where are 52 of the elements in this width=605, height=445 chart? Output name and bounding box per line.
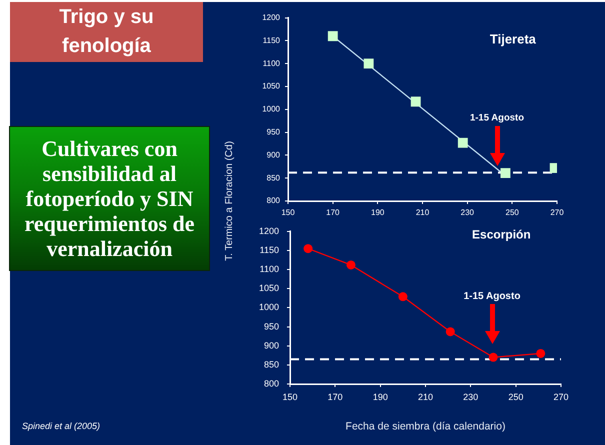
y-tick-label: 1000: [258, 302, 279, 312]
y-tick-label: 800: [266, 196, 281, 206]
y-tick-label: 850: [264, 359, 279, 370]
point: [346, 260, 356, 270]
x-tick-label: 230: [460, 208, 475, 218]
x-tick-label: 170: [326, 208, 340, 218]
point: [410, 96, 421, 107]
x-tick-label: 210: [418, 392, 434, 402]
x-tick-label: 190: [372, 392, 388, 402]
point: [458, 138, 468, 148]
text: Trigo y su fenología: [58, 5, 155, 59]
x-axis-title: Fecha de siembra (día calendario): [346, 420, 506, 433]
point: [398, 292, 408, 302]
y-tick-label: 1000: [262, 104, 281, 114]
y-tick-label: 1150: [260, 244, 279, 255]
x-tick-label: 230: [463, 392, 478, 402]
text: Cultivares con sensibilidad al fotoperíodo y SIN requerimientos de vernalización: [23, 136, 196, 261]
chart-title: Escorpión: [472, 228, 531, 242]
point: [328, 31, 338, 42]
text: Spinedi et al (2005): [22, 421, 100, 431]
y-tick-label: 950: [266, 128, 281, 137]
point: [304, 244, 313, 254]
y-tick-label: 850: [266, 173, 281, 182]
x-tick-label: 150: [282, 392, 298, 402]
x-tick-label: 250: [505, 208, 520, 218]
x-tick-label: 210: [416, 208, 430, 218]
y-tick-label: 900: [266, 150, 281, 160]
y-tick-label: 1200: [262, 13, 281, 22]
y-tick-label: 1200: [258, 226, 279, 236]
point: [488, 352, 498, 362]
text: Tijereta: [490, 31, 537, 46]
y-tick-label: 1100: [260, 264, 279, 274]
y-tick-label: 800: [264, 378, 279, 388]
point: [364, 58, 374, 69]
y-tick-label: 1050: [258, 283, 279, 294]
x-tick-label: 270: [550, 208, 564, 218]
y-tick-label: 1050: [262, 82, 281, 91]
y-tick-label: 900: [264, 340, 279, 350]
x-tick-label: 270: [553, 392, 569, 402]
annotation: 1-15 Agosto: [464, 290, 520, 302]
y-tick-label: 1100: [262, 58, 281, 68]
annotation: 1-15 Agosto: [470, 112, 524, 124]
point: [500, 168, 510, 178]
x-tick-label: 170: [328, 392, 343, 402]
y-tick-label: 950: [264, 321, 279, 332]
x-tick-label: 150: [281, 208, 296, 218]
point: [536, 348, 546, 358]
x-tick-label: 250: [508, 392, 524, 402]
point: [446, 327, 455, 336]
x-tick-label: 190: [370, 208, 385, 218]
y-tick-label: 1150: [262, 36, 281, 45]
y-axis-title: T. Termico a Floracion (Cd): [224, 141, 236, 261]
